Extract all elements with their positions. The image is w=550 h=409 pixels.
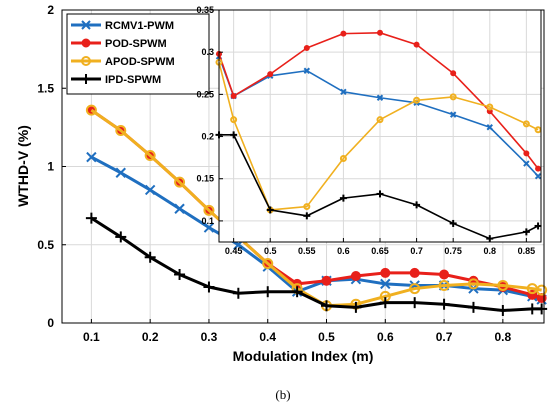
main-data-point-ipd-spwm	[262, 286, 273, 297]
inset-x-tick-label: 0.75	[444, 246, 462, 256]
inset-data-point-pod-spwm	[268, 72, 273, 77]
inset-x-tick-label: 0.85	[518, 246, 536, 256]
main-data-point-pod-spwm	[322, 276, 331, 285]
inset-data-point-pod-spwm	[341, 31, 346, 36]
main-data-point-ipd-spwm	[233, 288, 244, 299]
legend-label: RCMV1-PWM	[105, 20, 174, 32]
legend-label: APOD-SPWM	[105, 56, 175, 68]
inset-y-tick-label: 0.2	[201, 132, 214, 142]
inset-data-point-pod-spwm	[451, 71, 456, 76]
main-x-tick-label: 0.2	[142, 330, 159, 344]
main-data-point-ipd-spwm	[468, 302, 479, 313]
main-y-tick-label: 2	[47, 3, 54, 17]
main-x-tick-label: 0.6	[377, 330, 394, 344]
main-x-tick-label: 0.1	[83, 330, 100, 344]
inset-y-tick-label: 0.35	[196, 5, 214, 15]
main-x-tick-label: 0.7	[436, 330, 453, 344]
inset-y-tick-label: 0.1	[201, 216, 214, 226]
inset-data-point-pod-spwm	[414, 42, 419, 47]
inset-x-tick-label: 0.5	[264, 246, 277, 256]
main-x-tick-label: 0.4	[259, 330, 276, 344]
inset-x-tick-label: 0.65	[371, 246, 389, 256]
inset-y-tick-label: 0.3	[201, 47, 214, 57]
main-y-tick-label: 1	[47, 160, 54, 174]
main-x-tick-label: 0.5	[318, 330, 335, 344]
inset-x-tick-label: 0.7	[410, 246, 423, 256]
main-data-point-rcmv1-pwm	[175, 204, 184, 213]
legend: RCMV1-PWM POD-SPWM APOD-SPWM IPD-SPWM	[67, 14, 209, 94]
main-data-point-ipd-spwm	[527, 303, 538, 314]
inset-x-tick-label: 0.45	[225, 246, 243, 256]
main-x-tick-label: 0.3	[201, 330, 218, 344]
inset-x-tick-label: 0.8	[484, 246, 497, 256]
main-data-point-ipd-spwm	[409, 297, 420, 308]
figure-caption: (b)	[275, 387, 290, 402]
main-data-point-ipd-spwm	[439, 299, 450, 310]
legend-label: POD-SPWM	[105, 38, 167, 50]
legend-swatch-marker	[82, 39, 90, 47]
main-y-tick-label: 0.5	[37, 238, 54, 252]
main-data-point-pod-spwm	[410, 268, 419, 277]
main-y-tick-label: 0	[47, 316, 54, 330]
main-y-tick-label: 1.5	[37, 81, 54, 95]
main-data-point-ipd-spwm	[536, 303, 547, 314]
main-data-point-pod-spwm	[440, 270, 449, 279]
y-axis-label: WTHD-V (%)	[15, 125, 31, 207]
inset-y-tick-label: 0.25	[196, 89, 214, 99]
inset-data-point-pod-spwm	[536, 166, 541, 171]
x-axis-label: Modulation Index (m)	[233, 348, 374, 364]
main-data-point-pod-spwm	[381, 268, 390, 277]
inset-data-point-pod-spwm	[304, 45, 309, 50]
inset-data-point-pod-spwm	[231, 94, 236, 99]
main-data-point-ipd-spwm	[497, 305, 508, 316]
legend-label: IPD-SPWM	[105, 74, 161, 86]
inset-data-point-pod-spwm	[524, 151, 529, 156]
main-data-point-ipd-spwm	[203, 282, 214, 293]
inset-y-tick-label: 0.15	[196, 174, 214, 184]
inset-data-point-pod-spwm	[378, 30, 383, 35]
main-x-tick-label: 0.8	[495, 330, 512, 344]
inset-x-tick-label: 0.55	[298, 246, 316, 256]
inset-x-tick-label: 0.6	[337, 246, 350, 256]
main-data-point-pod-spwm	[351, 272, 360, 281]
